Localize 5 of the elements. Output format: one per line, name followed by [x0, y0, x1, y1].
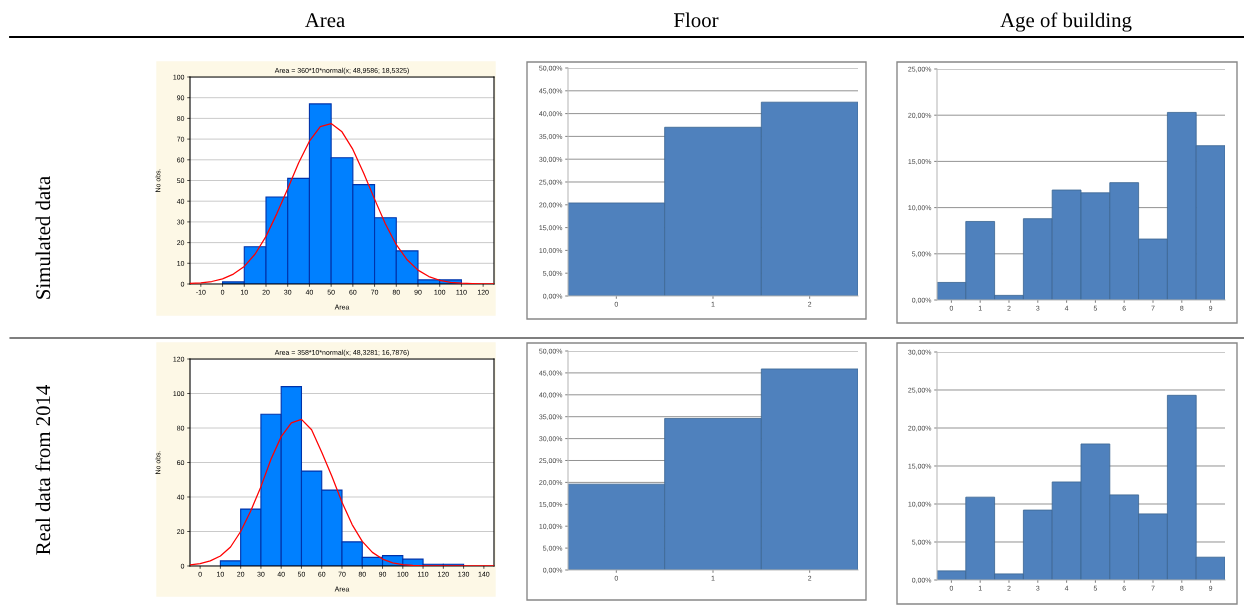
text: Real data from 2014	[35, 384, 51, 555]
text: Simulated data	[35, 176, 51, 299]
text: Area	[304, 13, 345, 28]
text: Floor	[674, 12, 719, 28]
text: Age of building	[1000, 12, 1132, 32]
